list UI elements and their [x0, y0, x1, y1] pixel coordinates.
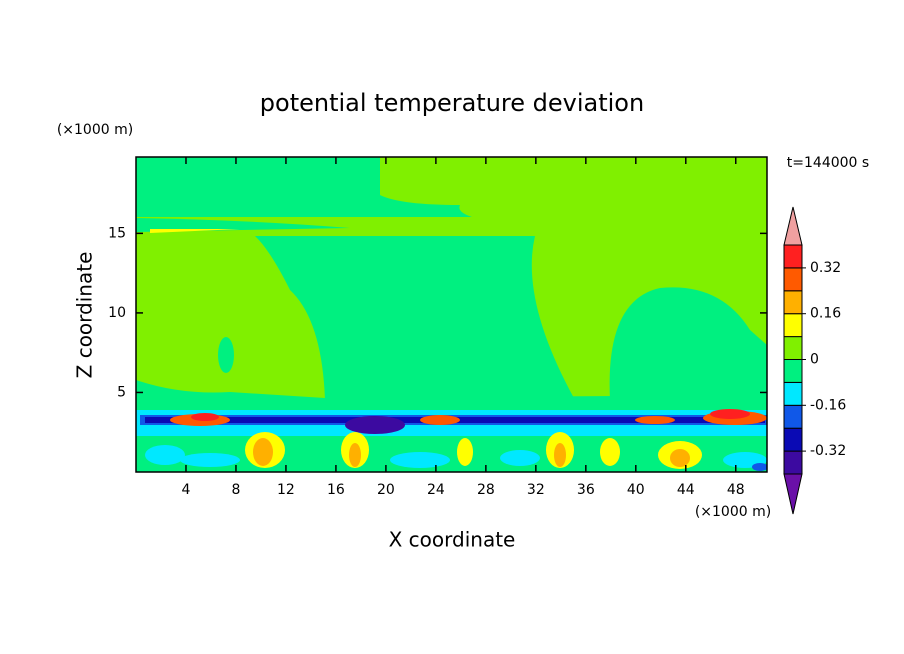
x-tick-label: 32 [527, 482, 545, 498]
colorbar-box [783, 381, 803, 406]
field-region [420, 415, 460, 425]
chart-title: potential temperature deviation [260, 89, 644, 117]
field-region [600, 438, 620, 466]
field-region [457, 438, 473, 466]
colorbar-tick-label: 0.16 [810, 306, 841, 322]
y-tick-label: 15 [108, 225, 126, 241]
field-region [180, 453, 240, 467]
colorbar-tick-label: 0.32 [810, 260, 841, 276]
field-region [191, 413, 219, 421]
colorbar-box [783, 404, 803, 429]
colorbar-tick-label: -0.16 [810, 397, 846, 413]
field-region [752, 463, 767, 471]
field-region [150, 229, 240, 233]
x-unit: (×1000 m) [695, 504, 771, 520]
colorbar-box [783, 450, 803, 475]
colorbar-box [783, 336, 803, 361]
colorbar-box [783, 427, 803, 452]
colorbar-box [783, 290, 803, 315]
x-tick-label: 4 [182, 482, 191, 498]
field-region [710, 409, 750, 419]
field-region [670, 449, 690, 467]
field-region [554, 443, 566, 467]
field-region [255, 236, 575, 405]
colorbar-over [783, 206, 803, 246]
field-region [635, 416, 675, 424]
field-region [145, 445, 185, 465]
colorbar-tick-label: -0.32 [810, 443, 846, 459]
colorbar-under [783, 473, 803, 515]
field-region [253, 438, 273, 466]
x-tick-label: 12 [277, 482, 295, 498]
y-tick-label: 10 [108, 305, 126, 321]
field-region [500, 450, 540, 466]
colorbar-box [783, 313, 803, 338]
x-tick-label: 20 [377, 482, 395, 498]
field-region [136, 218, 350, 232]
field-region [349, 443, 361, 467]
colorbar-box [783, 359, 803, 383]
x-tick-label: 36 [577, 482, 595, 498]
x-tick-label: 16 [327, 482, 345, 498]
colorbar-box [783, 267, 803, 292]
field-region [218, 337, 234, 373]
x-tick-label: 48 [727, 482, 745, 498]
colorbar-box [783, 244, 803, 269]
field-region [390, 452, 450, 468]
y-axis-label: Z coordinate [73, 252, 97, 379]
x-axis-label: X coordinate [389, 528, 516, 552]
y-unit: (×1000 m) [57, 122, 133, 138]
time-label: t=144000 s [787, 155, 869, 171]
x-tick-label: 8 [231, 482, 240, 498]
contour-field [136, 157, 767, 472]
field-region [380, 157, 767, 234]
x-tick-label: 24 [427, 482, 445, 498]
field-region [345, 416, 405, 434]
x-tick-label: 44 [677, 482, 695, 498]
y-tick-label: 5 [117, 384, 126, 400]
field-region [609, 287, 767, 400]
x-tick-label: 40 [627, 482, 645, 498]
plot-frame [135, 156, 768, 473]
colorbar-tick-label: 0 [810, 352, 819, 368]
x-tick-label: 28 [477, 482, 495, 498]
